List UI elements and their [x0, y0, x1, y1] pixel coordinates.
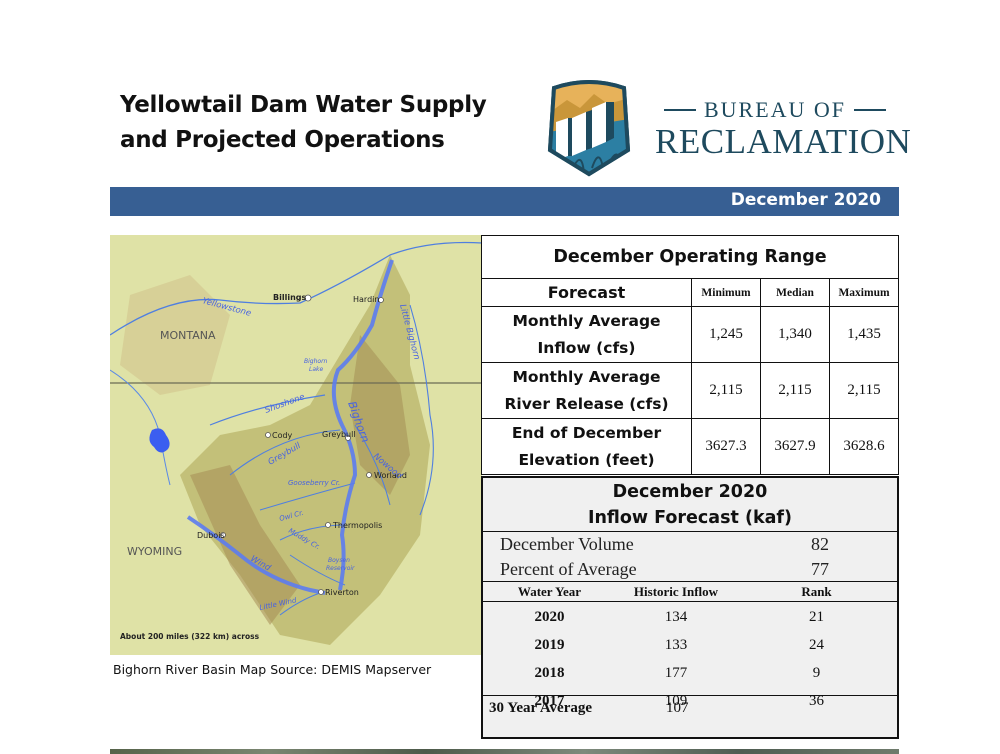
row-label: End of December Elevation (feet) [480, 418, 693, 475]
row-label: Monthly Average Inflow (cfs) [480, 306, 693, 363]
col-forecast: Forecast [480, 278, 693, 307]
document-title: Yellowtail Dam Water Supply and Projecte… [120, 88, 487, 158]
title-line-1: Yellowtail Dam Water Supply [120, 92, 487, 118]
cell-max: 3628.6 [828, 418, 900, 475]
svg-text:Hardin: Hardin [353, 295, 379, 304]
average-value: 107 [666, 700, 689, 716]
cell-min: 2,115 [691, 362, 761, 419]
table-row: 2018 177 9 [534, 665, 821, 681]
inflow-summary: December Volume 82 Percent of Average 77 [483, 532, 897, 582]
col-rank: Rank [801, 584, 832, 599]
history-rows: 2020 134 21 2019 133 24 2018 177 9 2017 109 36 [483, 602, 897, 709]
agency-bottom: RECLAMATION [655, 122, 912, 161]
inflow-forecast-table: December 2020 Inflow Forecast (kaf) Dece… [481, 476, 899, 739]
col-minimum: Minimum [691, 278, 761, 307]
svg-text:Reservoir: Reservoir [326, 565, 355, 572]
volume-value: 82 [811, 534, 829, 554]
svg-text:Thermopolis: Thermopolis [332, 521, 382, 530]
svg-text:MONTANA: MONTANA [160, 329, 216, 342]
row-label: Monthly Average River Release (cfs) [480, 362, 693, 419]
cell-min: 3627.3 [691, 418, 761, 475]
svg-text:Greybull: Greybull [322, 430, 356, 439]
svg-text:Bighorn: Bighorn [304, 358, 328, 365]
operating-range-title: December Operating Range [481, 235, 899, 279]
thirty-year-average-row: 30 Year Average 107 [483, 696, 897, 720]
agency-wordmark: BUREAU OF RECLAMATION [655, 96, 912, 161]
bighorn-basin-map: Billings Hardin Cody Greybull Worland Th… [110, 235, 482, 655]
svg-text:Gooseberry Cr.: Gooseberry Cr. [288, 479, 340, 487]
report-date: December 2020 [730, 190, 881, 210]
col-median: Median [760, 278, 830, 307]
svg-text:Billings: Billings [273, 293, 306, 302]
table-row: 2019 133 24 [534, 637, 825, 653]
title-line-2: and Projected Operations [120, 127, 445, 153]
cell-median: 1,340 [760, 306, 830, 363]
cell-median: 3627.9 [760, 418, 830, 475]
table-row: 2017 109 36 [534, 693, 825, 709]
date-banner: December 2020 [110, 187, 899, 216]
percent-value: 77 [811, 559, 829, 579]
svg-text:Lake: Lake [309, 366, 323, 373]
col-water-year: Water Year [517, 584, 582, 599]
svg-text:Boysen: Boysen [328, 557, 350, 564]
inflow-forecast-title: December 2020 Inflow Forecast (kaf) [483, 478, 897, 532]
map-caption: Bighorn River Basin Map Source: DEMIS Ma… [113, 662, 432, 677]
col-maximum: Maximum [828, 278, 900, 307]
svg-text:Worland: Worland [374, 471, 407, 480]
svg-text:About 200 miles (322 km) acros: About 200 miles (322 km) across [120, 632, 260, 641]
svg-text:Riverton: Riverton [325, 588, 359, 597]
cell-max: 2,115 [828, 362, 900, 419]
divider-dash [663, 109, 696, 111]
reclamation-shield-logo-icon [542, 78, 636, 178]
average-label: 30 Year Average [489, 700, 593, 716]
history-header: Water Year Historic Inflow Rank [483, 582, 897, 602]
svg-text:WYOMING: WYOMING [127, 545, 182, 558]
bottom-photo-strip [110, 749, 899, 754]
volume-label: December Volume [500, 534, 634, 554]
table-row-release: Monthly Average River Release (cfs) 2,115… [480, 362, 900, 419]
cell-max: 1,435 [828, 306, 900, 363]
percent-label: Percent of Average [500, 559, 637, 579]
table-row-elevation: End of December Elevation (feet) 3627.3 3… [480, 418, 900, 475]
divider-dash [854, 109, 887, 111]
cell-median: 2,115 [760, 362, 830, 419]
svg-text:Dubois: Dubois [197, 531, 225, 540]
col-historic-inflow: Historic Inflow [633, 584, 719, 599]
svg-text:Cody: Cody [272, 431, 293, 440]
table-row-inflow: Monthly Average Inflow (cfs) 1,245 1,340 … [480, 306, 900, 363]
operating-range-table: December Operating Range Forecast Minimu… [480, 235, 900, 475]
table-row: 2020 134 21 [534, 609, 825, 625]
cell-min: 1,245 [691, 306, 761, 363]
agency-top: BUREAU OF [703, 97, 847, 122]
